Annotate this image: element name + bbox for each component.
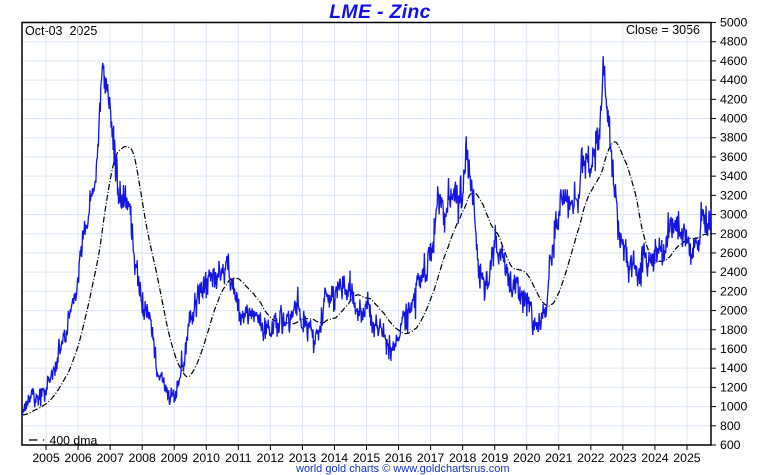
svg-text:1800: 1800 <box>720 323 748 337</box>
svg-text:1400: 1400 <box>720 361 748 375</box>
svg-text:400 dma: 400 dma <box>50 434 98 448</box>
svg-text:2006: 2006 <box>64 451 92 465</box>
svg-text:5000: 5000 <box>720 16 748 30</box>
svg-text:2025: 2025 <box>673 451 701 465</box>
svg-text:2024: 2024 <box>641 451 669 465</box>
svg-text:2013: 2013 <box>289 451 317 465</box>
svg-text:4200: 4200 <box>720 92 748 106</box>
svg-text:2021: 2021 <box>545 451 573 465</box>
svg-text:2400: 2400 <box>720 265 748 279</box>
svg-text:1600: 1600 <box>720 342 748 356</box>
svg-text:2017: 2017 <box>417 451 445 465</box>
svg-text:2011: 2011 <box>225 451 252 465</box>
svg-text:1000: 1000 <box>720 400 748 414</box>
svg-text:2008: 2008 <box>128 451 156 465</box>
svg-text:2005: 2005 <box>32 451 60 465</box>
svg-text:2016: 2016 <box>385 451 413 465</box>
svg-text:2022: 2022 <box>577 451 605 465</box>
svg-text:3000: 3000 <box>720 208 748 222</box>
svg-text:2007: 2007 <box>96 451 124 465</box>
svg-text:600: 600 <box>720 438 741 452</box>
svg-text:2014: 2014 <box>321 451 349 465</box>
svg-text:4000: 4000 <box>720 112 748 126</box>
svg-text:2000: 2000 <box>720 304 748 318</box>
svg-text:1200: 1200 <box>720 380 748 394</box>
svg-text:3800: 3800 <box>720 131 748 145</box>
svg-text:4800: 4800 <box>720 35 748 49</box>
svg-text:4400: 4400 <box>720 73 748 87</box>
svg-text:2018: 2018 <box>449 451 477 465</box>
svg-text:2023: 2023 <box>609 451 637 465</box>
svg-text:2010: 2010 <box>193 451 221 465</box>
svg-text:800: 800 <box>720 419 741 433</box>
svg-text:3200: 3200 <box>720 188 748 202</box>
svg-text:2800: 2800 <box>720 227 748 241</box>
svg-text:2020: 2020 <box>513 451 541 465</box>
svg-text:2019: 2019 <box>481 451 509 465</box>
svg-text:2009: 2009 <box>161 451 189 465</box>
svg-text:3600: 3600 <box>720 150 748 164</box>
svg-text:2200: 2200 <box>720 284 748 298</box>
svg-text:2015: 2015 <box>353 451 381 465</box>
svg-text:3400: 3400 <box>720 169 748 183</box>
svg-text:4600: 4600 <box>720 54 748 68</box>
svg-text:2012: 2012 <box>257 451 285 465</box>
svg-text:2600: 2600 <box>720 246 748 260</box>
